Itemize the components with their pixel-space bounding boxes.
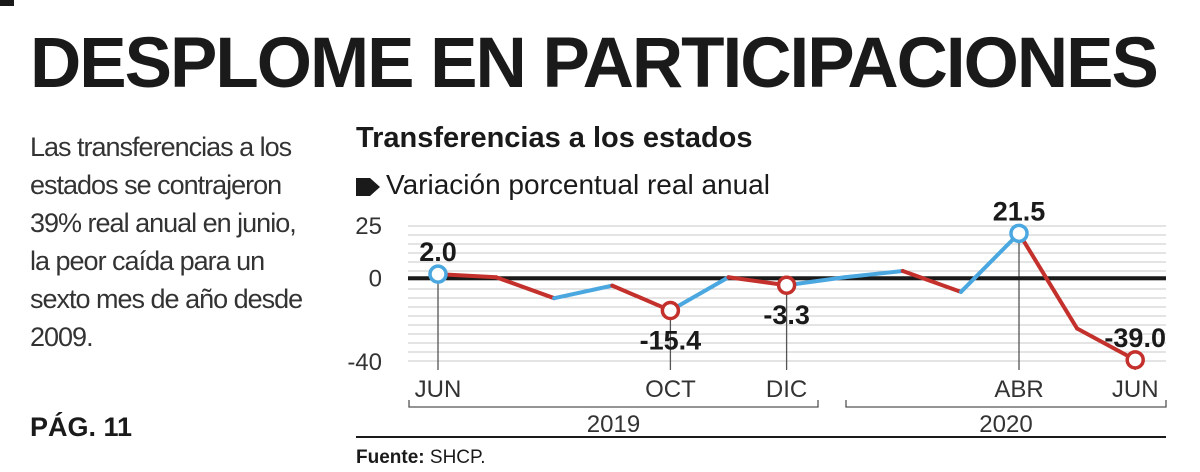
series-segment	[610, 283, 673, 313]
series-segment	[552, 283, 615, 301]
series-segment	[668, 275, 731, 313]
chart-subtitle: Variación porcentual real anual	[356, 168, 770, 202]
data-label: -39.0	[1104, 323, 1166, 353]
data-point-marker	[1009, 223, 1029, 244]
series-segment	[494, 275, 557, 301]
headline: DESPLOME EN PARTICIPACIONES	[30, 24, 1159, 103]
data-label: 21.5	[993, 196, 1046, 226]
data-point-marker	[660, 300, 681, 321]
source-label: Fuente:	[356, 447, 425, 468]
x-tick-label: JUN	[415, 376, 462, 403]
data-point-marker	[428, 264, 448, 284]
source-note: Fuente: SHCP.	[356, 446, 486, 470]
x-tick-label: DIC	[766, 376, 807, 403]
y-tick-label: -40	[347, 349, 382, 376]
series-segment	[1075, 326, 1138, 362]
series-segment	[726, 275, 789, 288]
x-tick-label: JUN	[1112, 376, 1159, 403]
year-label: 2019	[587, 411, 640, 438]
y-tick-label: 0	[369, 265, 382, 292]
subtitle-marker-icon	[356, 177, 380, 196]
data-label: 2.0	[419, 237, 457, 267]
intro-text: Las transferencias a los estados se cont…	[30, 132, 303, 352]
y-tick-label: 25	[355, 213, 382, 240]
series-segment	[1017, 231, 1080, 331]
series-segment	[842, 268, 905, 280]
series-segment	[900, 268, 963, 294]
x-tick-label: ABR	[994, 376, 1043, 403]
x-tick-label: OCT	[645, 376, 696, 403]
data-label: -15.4	[640, 326, 702, 356]
data-point-marker	[776, 275, 797, 295]
series-segment	[784, 275, 847, 288]
chart-subtitle-text: Variación porcentual real anual	[386, 169, 770, 200]
data-label: -3.3	[763, 300, 810, 330]
series-segment	[958, 231, 1021, 294]
year-label: 2020	[979, 411, 1032, 438]
source-value: SHCP.	[429, 447, 486, 468]
year-bracket	[845, 400, 1167, 408]
data-point-marker	[1125, 350, 1145, 370]
chart-title: Transferencias a los estados	[356, 122, 753, 154]
year-bracket	[408, 400, 819, 408]
page-reference: PÁG. 11	[30, 412, 133, 442]
top-rule	[0, 0, 14, 6]
